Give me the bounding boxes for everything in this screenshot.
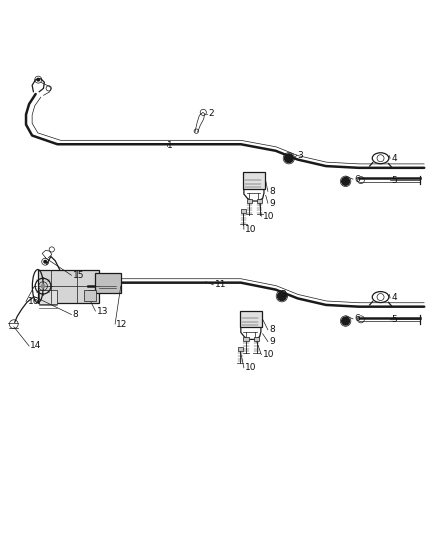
Text: 10: 10 xyxy=(245,225,257,234)
Text: 10: 10 xyxy=(263,350,274,359)
Text: 3: 3 xyxy=(280,289,286,298)
Text: 6: 6 xyxy=(354,175,360,184)
Circle shape xyxy=(37,78,39,81)
Circle shape xyxy=(342,317,350,325)
FancyBboxPatch shape xyxy=(39,290,57,304)
Circle shape xyxy=(44,261,46,263)
Text: 1: 1 xyxy=(166,141,173,150)
Text: 8: 8 xyxy=(269,325,275,334)
FancyBboxPatch shape xyxy=(244,337,249,341)
Text: 8: 8 xyxy=(73,310,78,319)
Circle shape xyxy=(285,154,293,163)
Circle shape xyxy=(278,292,286,301)
Circle shape xyxy=(41,285,45,288)
FancyBboxPatch shape xyxy=(38,270,99,303)
Text: 15: 15 xyxy=(73,271,84,280)
Text: 16: 16 xyxy=(28,297,39,306)
Text: 9: 9 xyxy=(269,337,275,346)
Circle shape xyxy=(342,177,350,185)
Text: 11: 11 xyxy=(215,280,226,289)
FancyBboxPatch shape xyxy=(84,290,96,301)
Text: 12: 12 xyxy=(117,320,128,329)
FancyBboxPatch shape xyxy=(238,348,243,351)
Text: 10: 10 xyxy=(263,212,274,221)
Text: 8: 8 xyxy=(269,187,275,196)
Text: 14: 14 xyxy=(30,342,42,351)
Text: 10: 10 xyxy=(245,364,257,372)
Text: 4: 4 xyxy=(392,294,397,302)
Text: 6: 6 xyxy=(354,314,360,324)
FancyBboxPatch shape xyxy=(257,199,262,203)
Text: 3: 3 xyxy=(297,151,304,160)
Text: 13: 13 xyxy=(97,306,108,316)
Text: 5: 5 xyxy=(392,175,397,184)
Text: 2: 2 xyxy=(208,109,214,118)
Text: 9: 9 xyxy=(269,199,275,208)
FancyBboxPatch shape xyxy=(241,209,246,213)
Text: 4: 4 xyxy=(392,154,397,163)
FancyBboxPatch shape xyxy=(247,199,252,203)
FancyBboxPatch shape xyxy=(95,272,121,293)
FancyBboxPatch shape xyxy=(254,337,259,341)
FancyBboxPatch shape xyxy=(243,172,265,189)
FancyBboxPatch shape xyxy=(240,311,262,327)
Text: 5: 5 xyxy=(392,315,397,324)
